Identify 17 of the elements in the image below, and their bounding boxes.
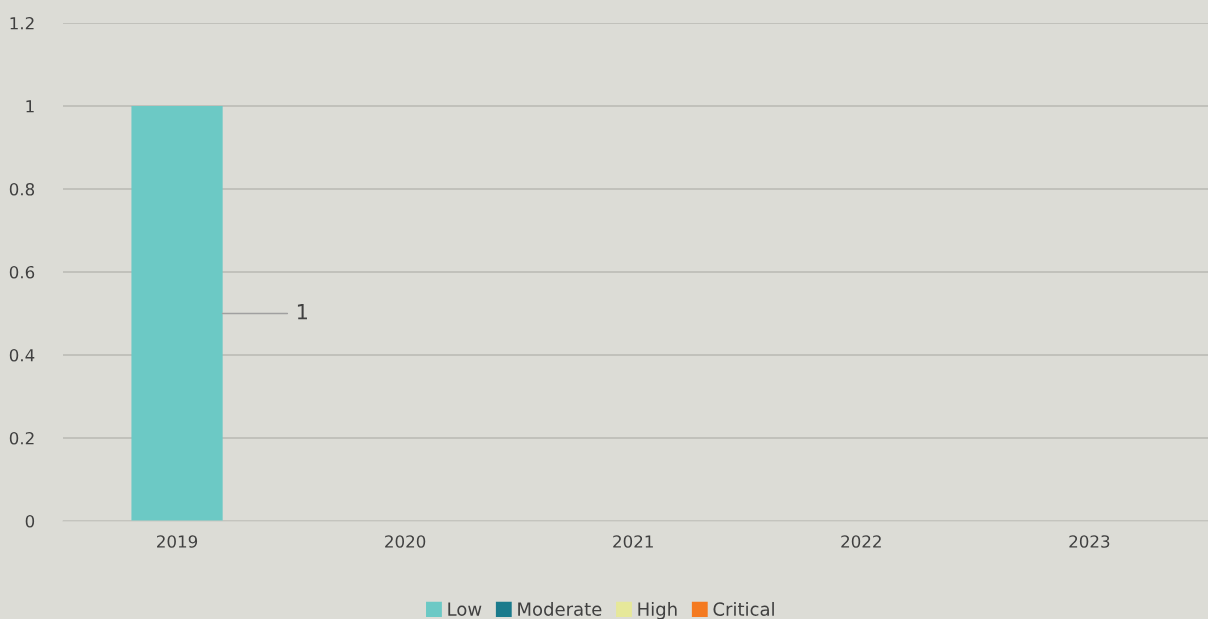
data-label: 1 — [297, 304, 307, 320]
y-tick-label: 0.4 — [9, 348, 35, 362]
legend-label: Critical — [713, 601, 774, 616]
x-tick-label: 2019 — [157, 535, 198, 548]
y-tick-label: 0.8 — [9, 182, 35, 196]
y-tick-label: 1 — [26, 100, 34, 113]
x-tick-label: 2020 — [385, 535, 426, 548]
legend-label: High — [638, 601, 677, 619]
x-tick-label: 2022 — [841, 535, 881, 548]
y-tick-label: 0 — [25, 514, 35, 528]
y-tick-label: 1.2 — [10, 16, 34, 30]
legend-label: Moderate — [518, 601, 602, 616]
x-tick-label: 2021 — [613, 535, 653, 548]
y-tick-label: 0.2 — [9, 431, 34, 445]
legend-label: Low — [448, 602, 482, 616]
y-tick-label: 0.6 — [9, 265, 35, 279]
x-tick-label: 2023 — [1069, 535, 1110, 548]
